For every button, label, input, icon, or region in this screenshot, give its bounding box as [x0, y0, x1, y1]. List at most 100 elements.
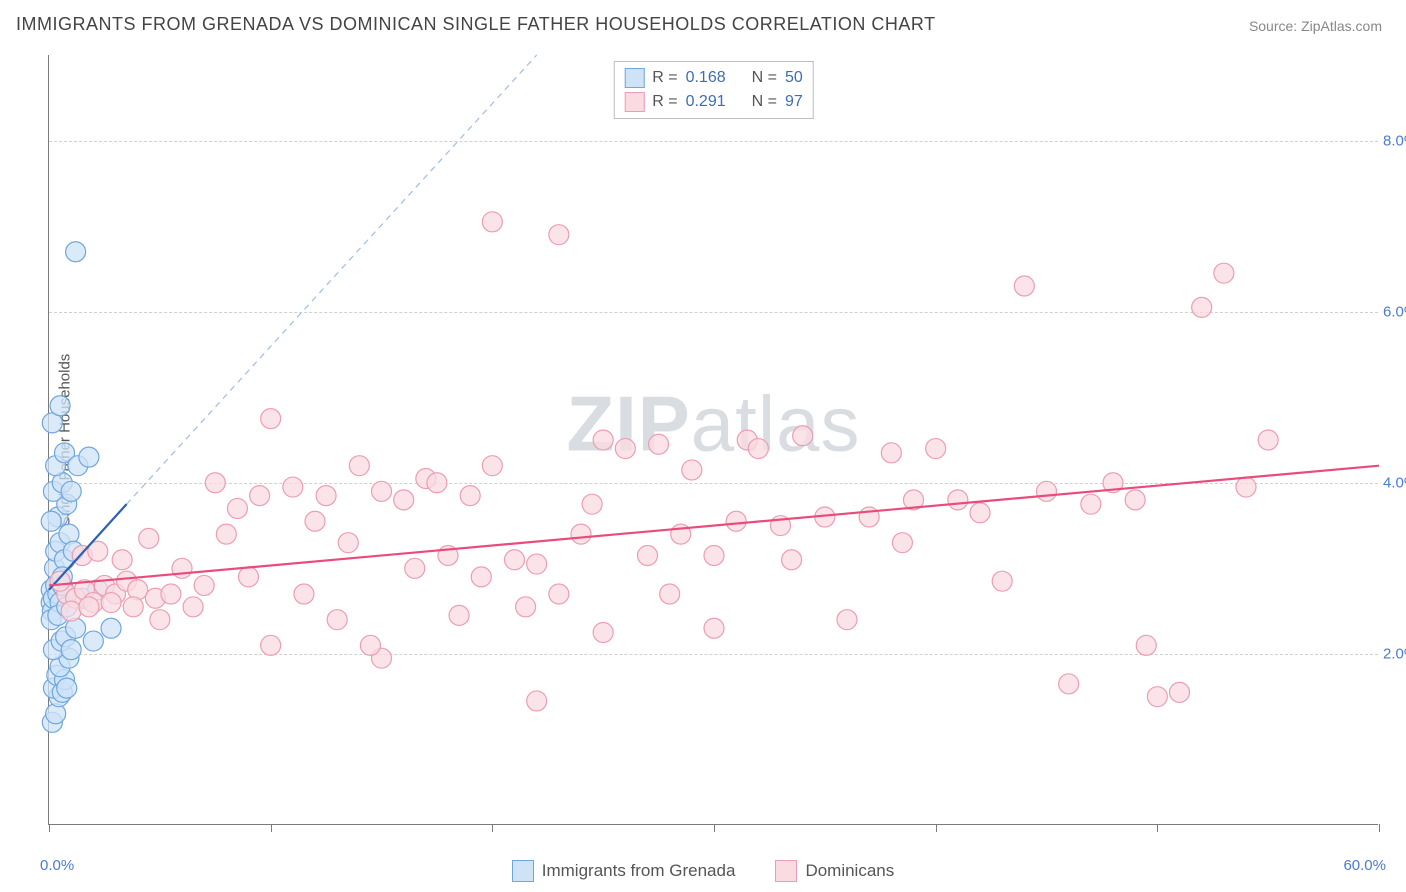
data-point	[1170, 682, 1190, 702]
data-point	[992, 571, 1012, 591]
data-point	[61, 481, 81, 501]
x-axis-end-label: 60.0%	[1343, 857, 1386, 874]
data-point	[549, 225, 569, 245]
data-point	[205, 473, 225, 493]
data-point	[1136, 635, 1156, 655]
legend-swatch	[775, 860, 797, 882]
data-point	[593, 430, 613, 450]
data-point	[294, 584, 314, 604]
data-point	[338, 533, 358, 553]
data-point	[892, 533, 912, 553]
data-point	[79, 597, 99, 617]
chart-title: IMMIGRANTS FROM GRENADA VS DOMINICAN SIN…	[16, 14, 936, 35]
data-point	[582, 494, 602, 514]
x-tick	[1379, 824, 1380, 832]
data-point	[948, 490, 968, 510]
y-tick-label: 8.0%	[1383, 132, 1406, 149]
data-point	[449, 605, 469, 625]
data-point	[926, 439, 946, 459]
legend-row: R =0.168N =50	[624, 66, 803, 90]
data-point	[837, 610, 857, 630]
legend-label: Immigrants from Grenada	[542, 861, 736, 881]
data-point	[881, 443, 901, 463]
data-point	[782, 550, 802, 570]
legend-n-value: 50	[785, 69, 803, 87]
data-point	[183, 597, 203, 617]
legend-swatch	[624, 92, 644, 112]
data-point	[1192, 297, 1212, 317]
data-point	[161, 584, 181, 604]
x-tick	[271, 824, 272, 832]
legend-item: Dominicans	[775, 860, 894, 882]
legend-item: Immigrants from Grenada	[512, 860, 736, 882]
y-tick-label: 2.0%	[1383, 645, 1406, 662]
data-point	[61, 601, 81, 621]
data-point	[305, 511, 325, 531]
series-legend: Immigrants from Grenada Dominicans	[0, 860, 1406, 882]
data-point	[61, 640, 81, 660]
legend-r-value: 0.168	[686, 69, 726, 87]
data-point	[427, 473, 447, 493]
y-tick-label: 4.0%	[1383, 474, 1406, 491]
data-point	[216, 524, 236, 544]
data-point	[704, 618, 724, 638]
data-point	[112, 550, 132, 570]
scatter-svg	[49, 55, 1378, 824]
data-point	[327, 610, 347, 630]
data-point	[1236, 477, 1256, 497]
data-point	[139, 528, 159, 548]
data-point	[227, 498, 247, 518]
data-point	[50, 571, 70, 591]
data-point	[460, 486, 480, 506]
legend-swatch	[512, 860, 534, 882]
legend-r-value: 0.291	[686, 93, 726, 111]
data-point	[394, 490, 414, 510]
data-point	[1081, 494, 1101, 514]
data-point	[505, 550, 525, 570]
data-point	[527, 554, 547, 574]
data-point	[50, 396, 70, 416]
legend-swatch	[624, 68, 644, 88]
x-tick	[714, 824, 715, 832]
data-point	[79, 447, 99, 467]
source-value: ZipAtlas.com	[1301, 18, 1382, 34]
data-point	[1014, 276, 1034, 296]
data-point	[83, 631, 103, 651]
legend-row: R =0.291N =97	[624, 90, 803, 114]
data-point	[283, 477, 303, 497]
data-point	[46, 704, 66, 724]
data-point	[471, 567, 491, 587]
plot-area: Single Father Households ZIPatlas R =0.1…	[48, 55, 1378, 825]
data-point	[748, 439, 768, 459]
data-point	[349, 456, 369, 476]
x-tick	[49, 824, 50, 832]
data-point	[726, 511, 746, 531]
data-point	[101, 593, 121, 613]
data-point	[482, 456, 502, 476]
x-axis-start-label: 0.0%	[40, 857, 74, 874]
x-tick	[492, 824, 493, 832]
data-point	[527, 691, 547, 711]
trend-extension	[127, 55, 537, 504]
data-point	[1059, 674, 1079, 694]
data-point	[1037, 481, 1057, 501]
legend-r-label: R =	[652, 69, 677, 87]
data-point	[172, 558, 192, 578]
data-point	[649, 434, 669, 454]
legend-label: Dominicans	[805, 861, 894, 881]
data-point	[41, 511, 61, 531]
data-point	[516, 597, 536, 617]
data-point	[123, 597, 143, 617]
data-point	[239, 567, 259, 587]
data-point	[194, 575, 214, 595]
correlation-legend: R =0.168N =50R =0.291N =97	[613, 61, 814, 119]
x-tick	[1157, 824, 1158, 832]
data-point	[405, 558, 425, 578]
data-point	[615, 439, 635, 459]
data-point	[1258, 430, 1278, 450]
data-point	[360, 635, 380, 655]
legend-n-label: N =	[752, 93, 777, 111]
data-point	[101, 618, 121, 638]
trend-line	[49, 466, 1379, 586]
data-point	[250, 486, 270, 506]
